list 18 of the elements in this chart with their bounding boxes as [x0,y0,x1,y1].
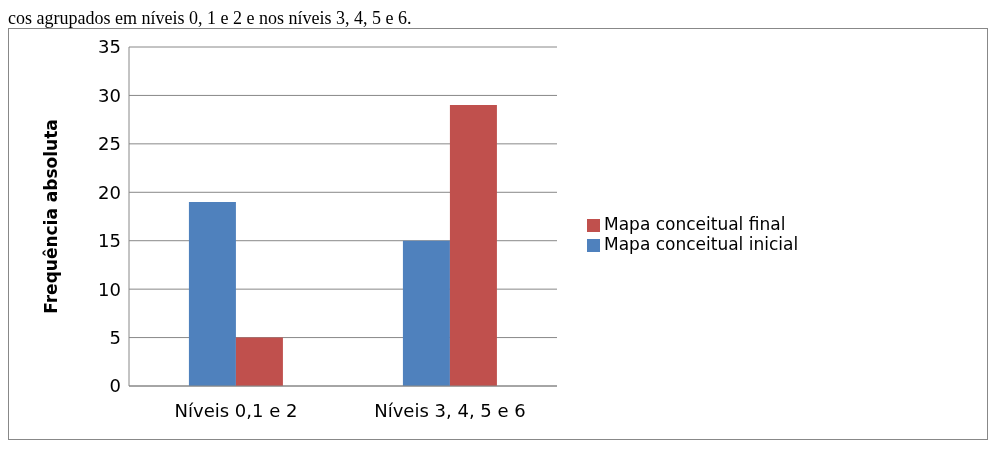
bar [235,337,283,386]
bar [449,105,497,386]
y-tick-label: 10 [98,278,121,300]
y-tick-label: 15 [98,230,121,252]
y-tick-label: 20 [98,181,121,203]
y-tick-label: 0 [109,375,121,397]
legend-label: Mapa conceitual inicial [604,234,799,254]
bar [188,201,236,386]
text: cos agrupados em níveis 0, 1 e 2 e nos níveis 3, 4, 5 e 6. [8,8,413,28]
y-tick-label: 30 [98,84,121,106]
x-tick-label: Níveis 0,1 e 2 [174,399,298,421]
x-tick-label: Níveis 3, 4, 5 e 6 [374,399,526,421]
y-tick-label: 5 [109,326,121,348]
legend-label: Mapa conceitual final [604,214,786,234]
y-tick-label: 35 [98,36,121,58]
bar [402,240,450,386]
y-tick-label: 25 [98,133,121,155]
y-axis-title: Frequência absoluta [41,119,62,314]
